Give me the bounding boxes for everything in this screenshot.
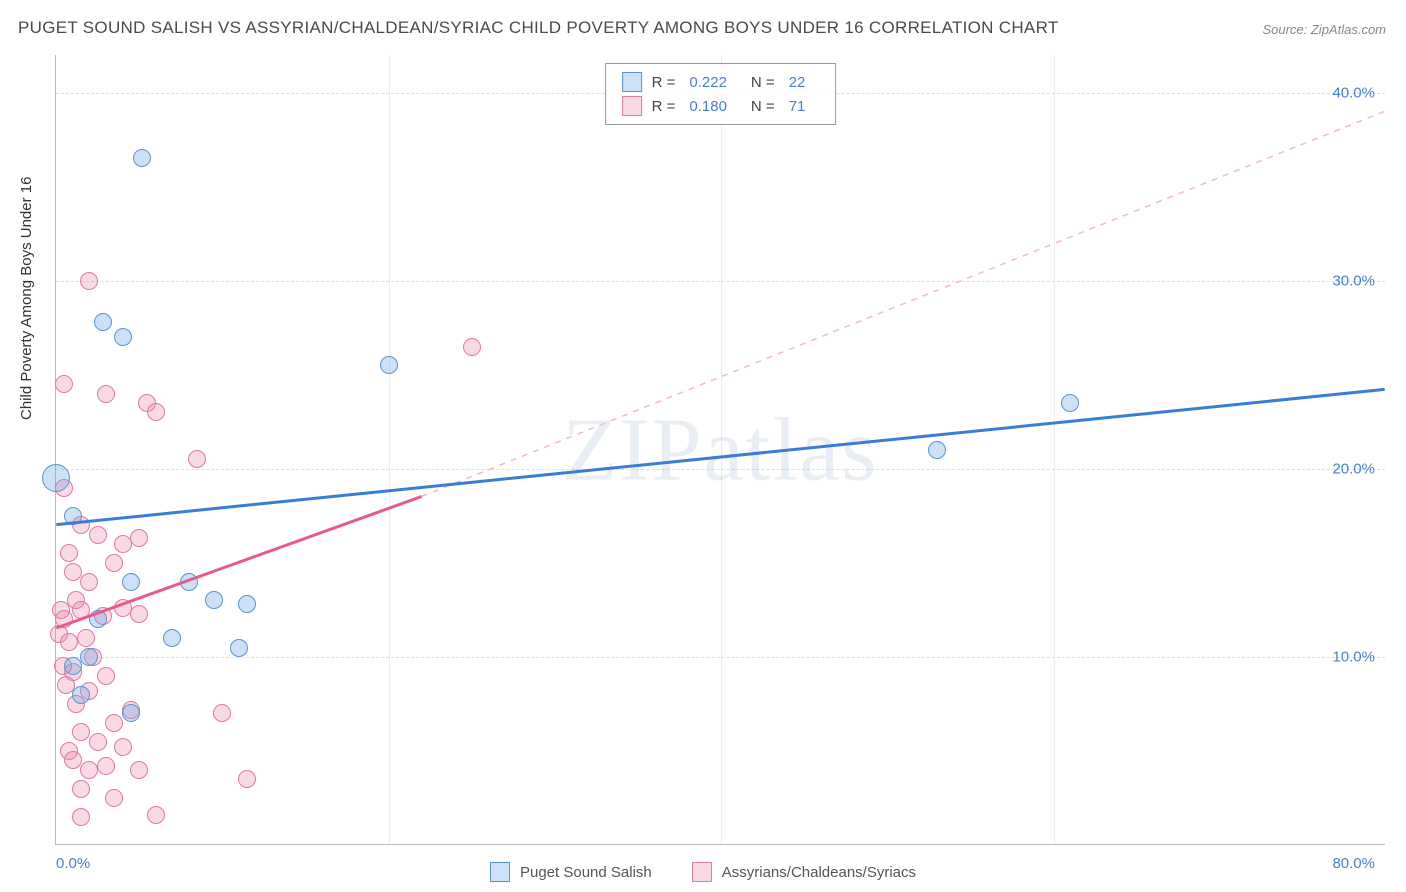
scatter-point-a <box>114 328 132 346</box>
scatter-point-b <box>72 808 90 826</box>
scatter-point-b <box>89 733 107 751</box>
scatter-point-b <box>60 633 78 651</box>
scatter-point-a <box>163 629 181 647</box>
legend-n-value-a: 22 <box>789 74 806 91</box>
scatter-point-b <box>114 738 132 756</box>
scatter-point-b <box>64 751 82 769</box>
scatter-point-a <box>1061 394 1079 412</box>
scatter-point-a <box>180 573 198 591</box>
y-axis-label: Child Poverty Among Boys Under 16 <box>18 177 35 420</box>
legend-swatch-b <box>692 862 712 882</box>
scatter-point-a <box>133 149 151 167</box>
scatter-point-b <box>72 601 90 619</box>
scatter-point-a <box>230 639 248 657</box>
scatter-point-b <box>60 544 78 562</box>
scatter-point-b <box>97 385 115 403</box>
scatter-point-b <box>105 554 123 572</box>
legend-item-b: Assyrians/Chaldeans/Syriacs <box>692 862 916 882</box>
scatter-point-a <box>94 313 112 331</box>
scatter-point-b <box>105 714 123 732</box>
scatter-point-b <box>72 780 90 798</box>
legend-row-series-a: R = 0.222 N = 22 <box>622 70 820 94</box>
scatter-point-a <box>238 595 256 613</box>
scatter-point-b <box>77 629 95 647</box>
scatter-point-a <box>64 507 82 525</box>
legend-r-value-a: 0.222 <box>689 74 727 91</box>
scatter-point-a <box>42 464 70 492</box>
scatter-point-b <box>130 605 148 623</box>
scatter-point-a <box>80 648 98 666</box>
scatter-point-b <box>89 526 107 544</box>
scatter-point-a <box>89 610 107 628</box>
scatter-point-b <box>80 761 98 779</box>
scatter-point-b <box>147 403 165 421</box>
legend-n-label: N = <box>751 74 775 91</box>
scatter-point-b <box>64 563 82 581</box>
legend-label-a: Puget Sound Salish <box>520 864 652 881</box>
x-tick-label: 0.0% <box>56 855 90 872</box>
scatter-point-a <box>928 441 946 459</box>
y-tick-label: 30.0% <box>1332 272 1375 289</box>
legend-swatch-b <box>622 96 642 116</box>
scatter-point-b <box>97 667 115 685</box>
scatter-point-a <box>205 591 223 609</box>
legend-row-series-b: R = 0.180 N = 71 <box>622 94 820 118</box>
legend-r-value-b: 0.180 <box>689 98 727 115</box>
scatter-point-b <box>55 375 73 393</box>
scatter-point-a <box>64 657 82 675</box>
y-tick-label: 10.0% <box>1332 648 1375 665</box>
scatter-point-a <box>122 704 140 722</box>
gridline-v <box>721 55 722 844</box>
legend-correlation: R = 0.222 N = 22 R = 0.180 N = 71 <box>605 63 837 125</box>
scatter-point-b <box>130 761 148 779</box>
legend-r-label: R = <box>652 74 676 91</box>
gridline-v <box>389 55 390 844</box>
legend-item-a: Puget Sound Salish <box>490 862 652 882</box>
legend-label-b: Assyrians/Chaldeans/Syriacs <box>722 864 916 881</box>
plot-area: ZIPatlas R = 0.222 N = 22 R = 0.180 N = … <box>55 55 1385 845</box>
scatter-point-b <box>130 529 148 547</box>
source-attribution: Source: ZipAtlas.com <box>1262 22 1386 37</box>
y-tick-label: 20.0% <box>1332 460 1375 477</box>
trend-line-b-extrapolated <box>422 111 1385 496</box>
chart-title: PUGET SOUND SALISH VS ASSYRIAN/CHALDEAN/… <box>18 18 1059 38</box>
x-tick-label: 80.0% <box>1332 855 1375 872</box>
legend-n-value-b: 71 <box>789 98 806 115</box>
scatter-point-b <box>238 770 256 788</box>
scatter-point-b <box>213 704 231 722</box>
legend-r-label: R = <box>652 98 676 115</box>
scatter-point-b <box>80 272 98 290</box>
legend-n-label: N = <box>751 98 775 115</box>
scatter-point-a <box>122 573 140 591</box>
scatter-point-b <box>80 573 98 591</box>
scatter-point-b <box>97 757 115 775</box>
scatter-point-b <box>188 450 206 468</box>
scatter-point-b <box>114 535 132 553</box>
legend-swatch-a <box>622 72 642 92</box>
scatter-point-a <box>380 356 398 374</box>
scatter-point-b <box>114 599 132 617</box>
legend-series: Puget Sound Salish Assyrians/Chaldeans/S… <box>490 862 916 882</box>
scatter-point-b <box>147 806 165 824</box>
scatter-point-b <box>72 723 90 741</box>
gridline-v <box>1054 55 1055 844</box>
y-tick-label: 40.0% <box>1332 84 1375 101</box>
scatter-point-b <box>105 789 123 807</box>
scatter-point-b <box>463 338 481 356</box>
legend-swatch-a <box>490 862 510 882</box>
scatter-point-a <box>72 686 90 704</box>
